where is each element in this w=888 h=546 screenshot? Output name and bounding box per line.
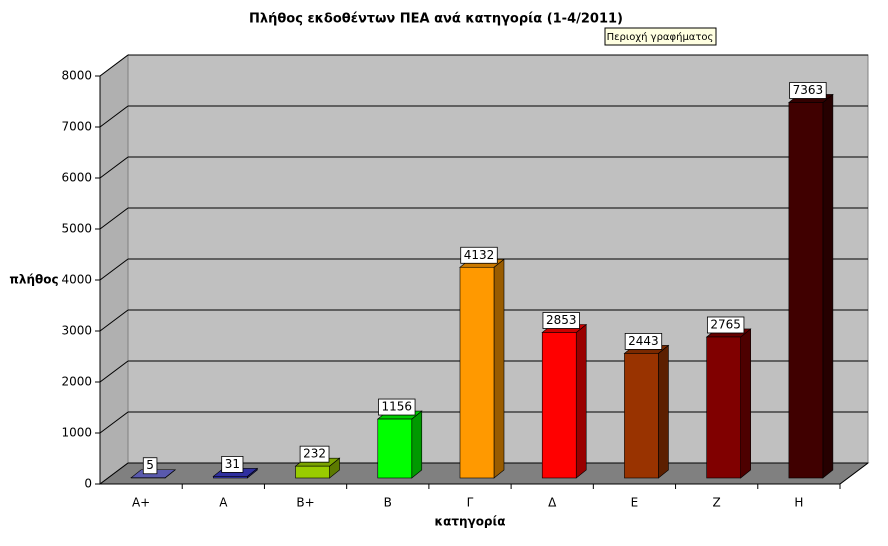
tooltip: Περιοχή γραφήματος bbox=[607, 31, 714, 43]
bar bbox=[541, 332, 577, 479]
bar bbox=[459, 266, 495, 479]
x-axis-depth bbox=[839, 462, 869, 485]
bar-side bbox=[822, 93, 834, 479]
value-label: 7363 bbox=[793, 83, 824, 97]
y-tick-label: 2000 bbox=[61, 375, 92, 389]
y-tick-label: 8000 bbox=[61, 69, 92, 83]
grid-line bbox=[99, 105, 129, 128]
grid-line bbox=[99, 258, 129, 281]
x-tick-label: H bbox=[794, 496, 803, 510]
y-tick-label: 4000 bbox=[61, 273, 92, 287]
bar bbox=[706, 336, 741, 479]
value-label-box bbox=[706, 316, 745, 334]
bar-side bbox=[740, 328, 751, 479]
x-tick-label: Z bbox=[713, 496, 721, 510]
value-label-box bbox=[460, 246, 498, 264]
bar-side bbox=[658, 344, 669, 479]
bars: 5 31 232 1156 4132 2853 2443 2765 7363 bbox=[130, 82, 834, 479]
x-axis-title: κατηγορία bbox=[435, 515, 506, 529]
y-tick-label: 3000 bbox=[61, 324, 92, 338]
value-label-box bbox=[299, 445, 330, 463]
grid-line bbox=[99, 156, 129, 179]
bar-side bbox=[493, 258, 505, 479]
x-tick-label: B bbox=[384, 496, 392, 510]
x-tick-label: Γ bbox=[467, 496, 474, 510]
y-tick-label: 1000 bbox=[61, 426, 92, 440]
chart-title: Πλήθος εκδοθέντων ΠΕΑ ανά κατηγορία (1-4… bbox=[249, 12, 623, 27]
bar bbox=[213, 476, 248, 479]
bar bbox=[788, 102, 824, 479]
x-tick-label: A bbox=[219, 496, 228, 510]
value-label-box bbox=[142, 457, 158, 475]
bar-side bbox=[411, 410, 423, 479]
y-tick-label: 0 bbox=[84, 477, 92, 491]
x-tick-label: E bbox=[631, 496, 639, 510]
value-label: 2765 bbox=[710, 317, 741, 331]
bar bbox=[295, 465, 330, 479]
value-label: 2443 bbox=[628, 334, 659, 348]
y-axis-title: πλήθος bbox=[9, 273, 58, 287]
value-label: 4132 bbox=[464, 248, 495, 262]
y-tick-label: 5000 bbox=[61, 222, 92, 236]
grid-line bbox=[99, 309, 129, 332]
y-tick-label: 7000 bbox=[61, 120, 92, 134]
value-label-box bbox=[624, 333, 663, 350]
grid-line bbox=[99, 54, 129, 77]
value-label: 5 bbox=[146, 458, 154, 472]
value-label: 232 bbox=[303, 447, 326, 461]
y-tick-label: 6000 bbox=[61, 171, 92, 185]
value-label: 31 bbox=[225, 457, 240, 471]
grid-line bbox=[99, 207, 129, 230]
x-tick-label: B+ bbox=[296, 496, 314, 510]
grid-line bbox=[99, 462, 129, 485]
bar bbox=[624, 353, 659, 479]
value-label: 1156 bbox=[382, 400, 413, 414]
grid-line bbox=[99, 360, 129, 383]
value-label: 2853 bbox=[546, 313, 577, 327]
value-label-box bbox=[221, 456, 244, 473]
value-label-box bbox=[542, 312, 580, 329]
bar bbox=[377, 418, 413, 479]
x-tick-label: A+ bbox=[132, 496, 150, 510]
value-label-box bbox=[378, 398, 416, 416]
value-label-box bbox=[789, 82, 827, 99]
x-tick-label: Δ bbox=[548, 496, 557, 510]
tooltip-box bbox=[604, 27, 717, 46]
bar-side bbox=[575, 323, 587, 479]
grid-line bbox=[99, 411, 129, 434]
